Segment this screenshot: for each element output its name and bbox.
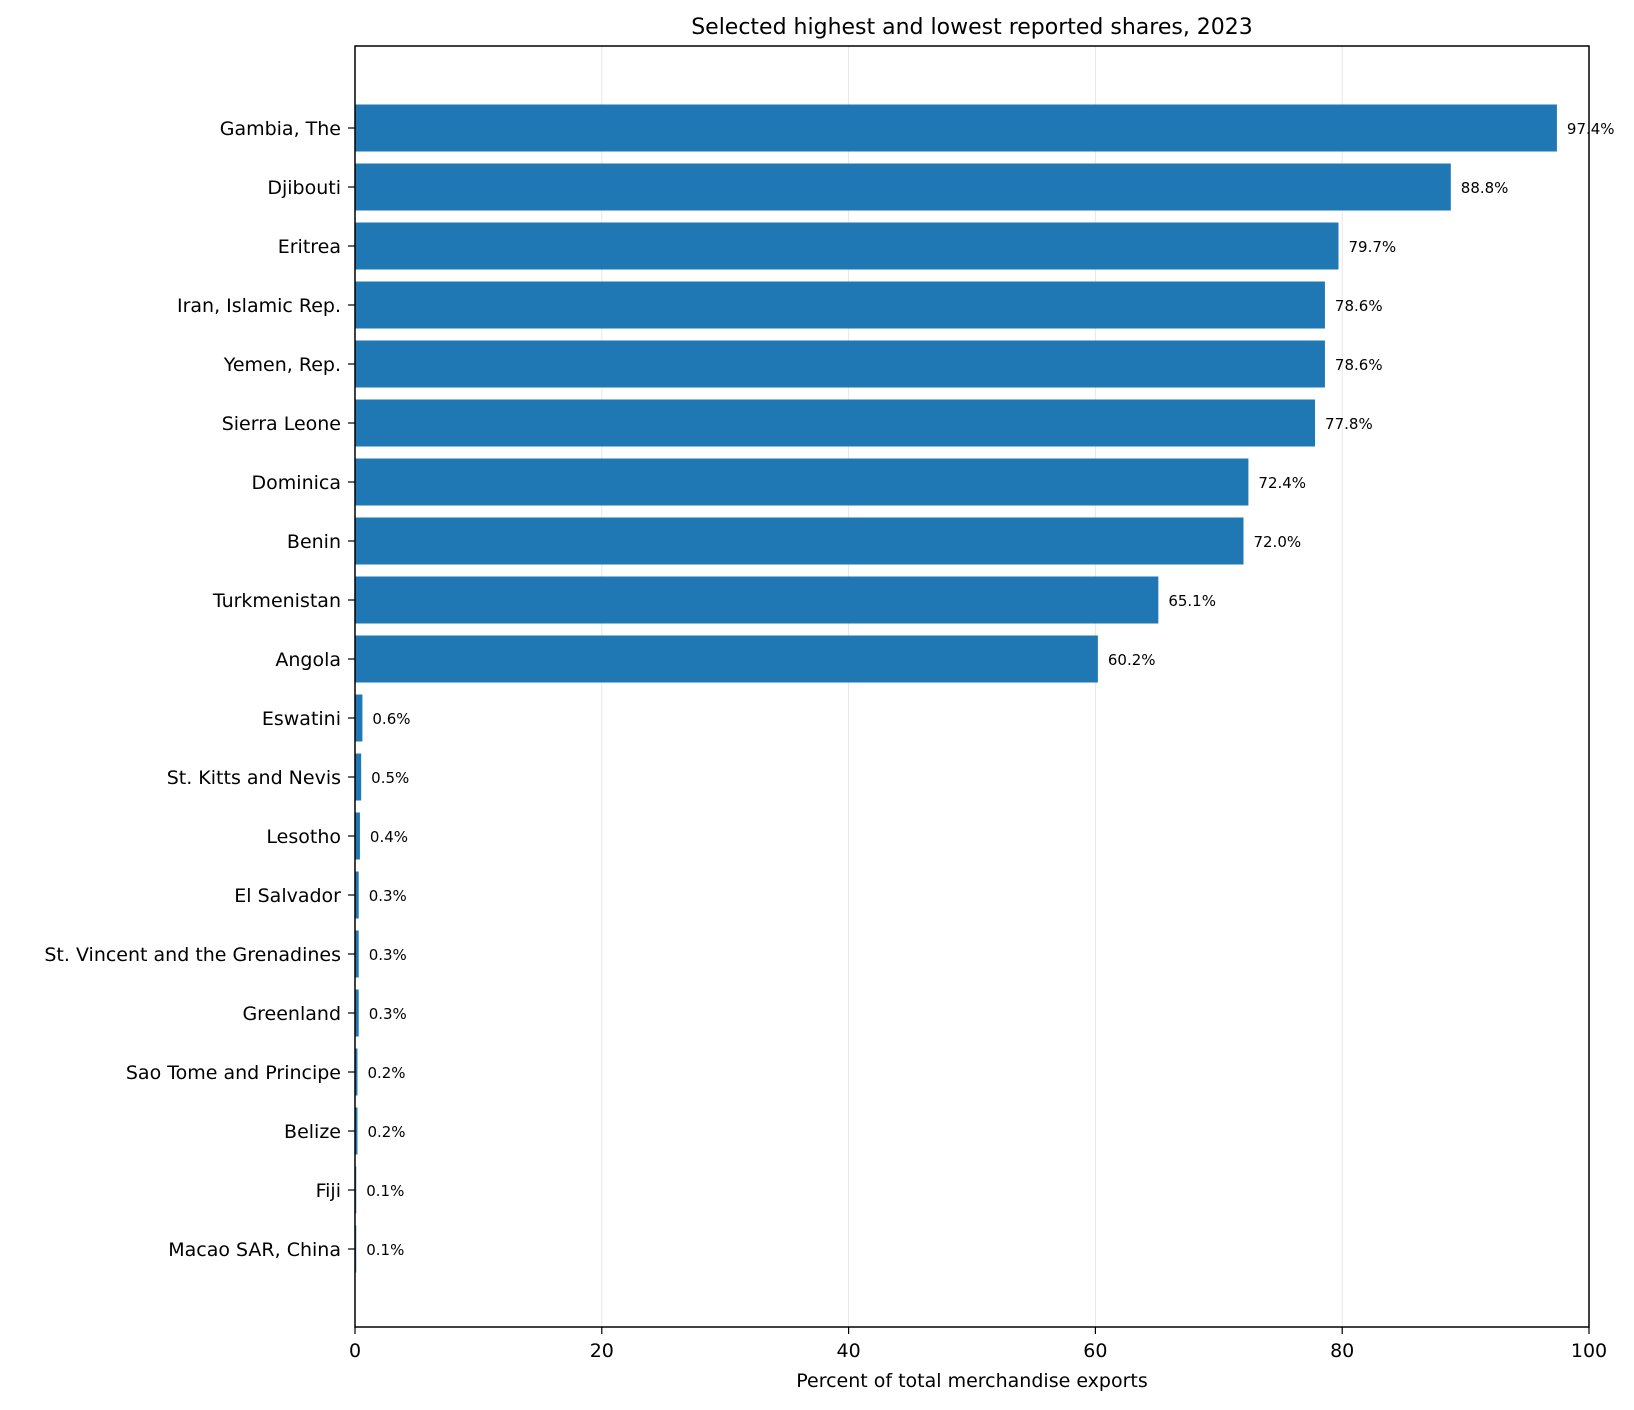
data-label: 0.3% [369, 946, 407, 964]
data-label: 78.6% [1335, 356, 1383, 374]
bar [355, 930, 359, 978]
y-tick-label: St. Kitts and Nevis [167, 767, 341, 789]
y-tick-label: Sao Tome and Principe [126, 1062, 341, 1084]
data-label: 0.2% [367, 1123, 405, 1141]
bar [355, 1048, 358, 1096]
bar [355, 576, 1159, 624]
bar [355, 399, 1316, 447]
bar [355, 517, 1244, 565]
x-tick-label: 60 [1083, 1340, 1107, 1362]
x-tick-label: 20 [590, 1340, 614, 1362]
y-tick-label: El Salvador [234, 885, 341, 907]
y-tick-label: Sierra Leone [222, 413, 341, 435]
data-label: 77.8% [1325, 415, 1373, 433]
y-tick-label: Fiji [316, 1180, 341, 1202]
data-label: 97.4% [1567, 120, 1615, 138]
data-label: 0.1% [366, 1182, 404, 1200]
bar [355, 812, 360, 860]
data-label: 79.7% [1348, 238, 1396, 256]
bar [355, 458, 1249, 506]
data-label: 0.6% [372, 710, 410, 728]
y-tick-label: Gambia, The [220, 118, 341, 140]
bar [355, 635, 1098, 683]
data-label: 0.3% [369, 1005, 407, 1023]
y-tick-label: Lesotho [266, 826, 341, 848]
data-label: 0.3% [369, 887, 407, 905]
x-tick-label: 80 [1330, 1340, 1354, 1362]
data-label: 72.0% [1253, 533, 1301, 551]
bar [355, 1107, 358, 1155]
data-label: 78.6% [1335, 297, 1383, 315]
data-label: 0.1% [366, 1241, 404, 1259]
bars: 97.4% 88.8% 79.7% 78.6% 78.6% 77.8% 72.4% 72.0%… [355, 104, 1615, 1273]
plot-frame [354, 45, 1590, 1328]
x-tick-label: 40 [837, 1340, 861, 1362]
y-tick-label: Angola [275, 649, 341, 671]
bar [355, 694, 363, 742]
y-tick-label: Belize [284, 1121, 341, 1143]
data-label: 0.5% [371, 769, 409, 787]
y-tick-label: Eswatini [262, 708, 341, 730]
data-label: 0.2% [367, 1064, 405, 1082]
data-label: 88.8% [1461, 179, 1509, 197]
data-label: 72.4% [1258, 474, 1306, 492]
y-tick-label: St. Vincent and the Grenadines [44, 944, 341, 966]
bar [355, 222, 1339, 270]
bar [355, 871, 359, 919]
y-tick-label: Benin [287, 531, 341, 553]
data-label: 60.2% [1108, 651, 1156, 669]
y-tick-label: Djibouti [267, 177, 341, 199]
x-axis-label: Percent of total merchandise exports [796, 1370, 1148, 1392]
x-tick-label: 0 [349, 1340, 361, 1362]
data-label: 0.4% [370, 828, 408, 846]
chart-title: Selected highest and lowest reported sha… [691, 15, 1253, 40]
data-label: 65.1% [1168, 592, 1216, 610]
y-tick-label: Macao SAR, China [168, 1239, 341, 1261]
x-tick-label: 100 [1571, 1340, 1607, 1362]
bar [355, 163, 1451, 211]
bar [355, 104, 1557, 152]
y-tick-label: Yemen, Rep. [223, 354, 341, 376]
y-tick-label: Eritrea [278, 236, 341, 258]
bar [355, 753, 362, 801]
y-tick-label: Dominica [252, 472, 341, 494]
bar [355, 989, 359, 1037]
y-tick-label: Iran, Islamic Rep. [177, 295, 341, 317]
bar [355, 281, 1325, 329]
y-tick-label: Turkmenistan [212, 590, 341, 612]
y-tick-label: Greenland [242, 1003, 341, 1025]
ticks: 0 20 40 60 80 100 Gambia, The Djibouti Eritrea Ir… [44, 118, 1607, 1362]
bar [355, 340, 1325, 388]
